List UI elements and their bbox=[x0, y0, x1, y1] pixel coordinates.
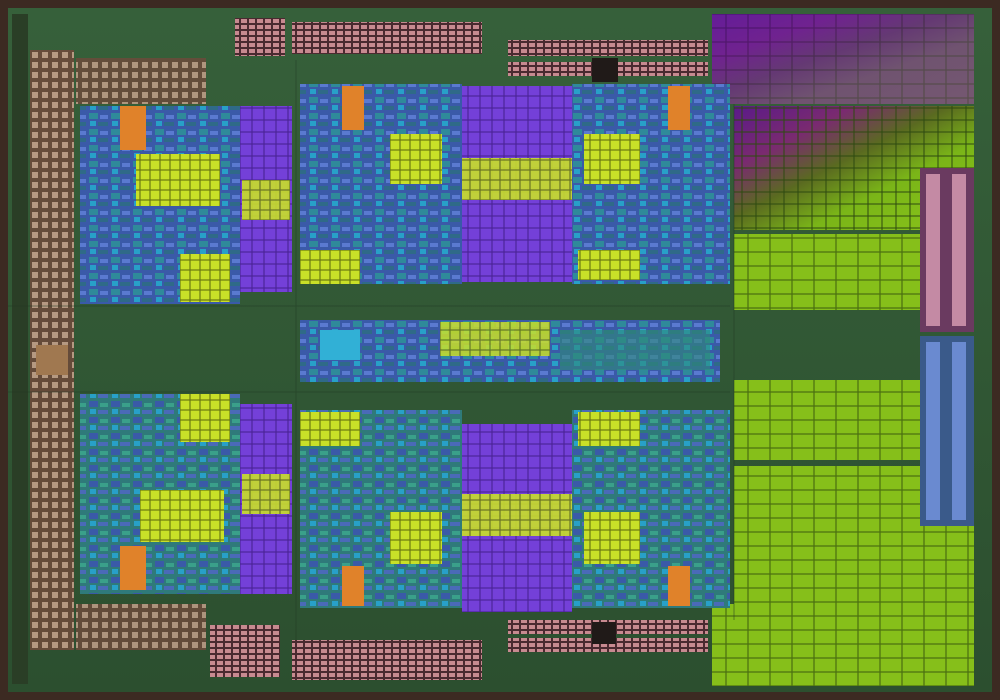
core-upper-left bbox=[80, 106, 292, 304]
top-strip bbox=[235, 18, 708, 82]
center-interconnect bbox=[300, 320, 720, 382]
core-lower-right bbox=[572, 410, 730, 608]
core-upper-right bbox=[572, 84, 730, 284]
core-upper-middle bbox=[300, 84, 572, 284]
substrate-traces bbox=[8, 60, 735, 640]
bottom-strip bbox=[210, 620, 708, 680]
left-io-ring bbox=[12, 14, 206, 684]
shared-cache-array bbox=[712, 14, 974, 686]
core-lower-middle bbox=[300, 410, 572, 612]
core-lower-left bbox=[80, 394, 292, 594]
